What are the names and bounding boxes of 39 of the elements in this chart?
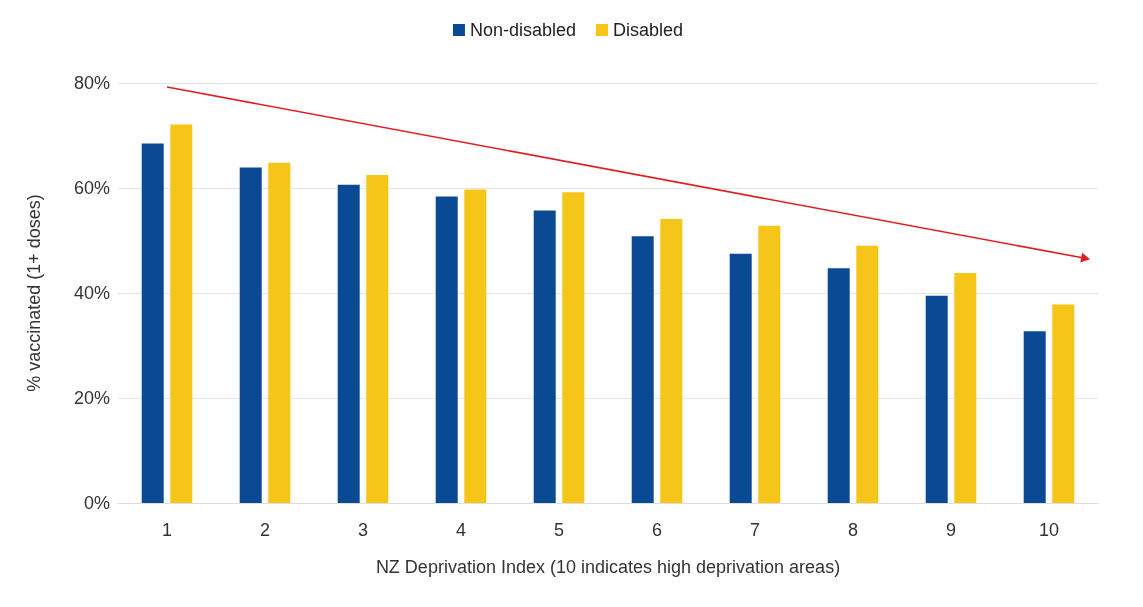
x-tick-label: 5 [553, 520, 565, 540]
x-tick-label: 3 [357, 520, 369, 540]
x-tick-label: 1 [161, 520, 173, 540]
bar [827, 268, 850, 503]
legend-label: Disabled [613, 20, 684, 40]
bar [729, 253, 752, 503]
bar [268, 162, 291, 503]
x-tick-label: 2 [259, 520, 271, 540]
bar [170, 124, 193, 503]
bar [660, 218, 683, 503]
bar [435, 196, 458, 503]
bar [1023, 331, 1046, 503]
y-tick-label: 20% [73, 388, 110, 408]
y-tick-label: 60% [73, 178, 110, 198]
bar [856, 245, 879, 503]
bar [141, 143, 164, 503]
bar [631, 236, 654, 503]
x-tick-label: 4 [455, 520, 467, 540]
x-tick-label: 8 [847, 520, 859, 540]
bar [337, 184, 360, 503]
bar [239, 167, 262, 503]
x-tick-label: 9 [945, 520, 957, 540]
y-axis-title: % vaccinated (1+ doses) [24, 194, 44, 392]
x-tick-label: 7 [749, 520, 761, 540]
bar [1052, 304, 1075, 503]
y-tick-label: 0% [83, 493, 110, 513]
x-tick-label: 6 [651, 520, 663, 540]
bar [954, 273, 977, 503]
bar [562, 192, 585, 503]
x-tick-label: 10 [1038, 520, 1060, 540]
bar [758, 225, 781, 503]
bar [366, 174, 389, 503]
x-axis-title: NZ Deprivation Index (10 indicates high deprivation areas) [375, 557, 841, 577]
bar [533, 210, 556, 503]
legend-label: Non-disabled [469, 20, 577, 40]
bar [925, 295, 948, 503]
bar [464, 189, 487, 503]
y-tick-label: 40% [73, 283, 110, 303]
y-tick-label: 80% [73, 73, 110, 93]
